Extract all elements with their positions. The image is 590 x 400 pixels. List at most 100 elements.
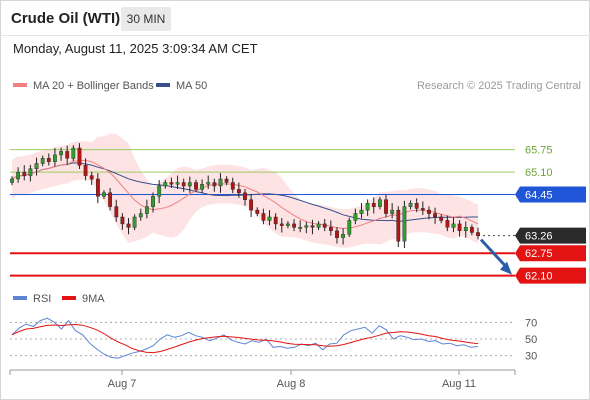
candle-up: [53, 154, 57, 162]
candle-down: [279, 223, 284, 226]
candle-down: [114, 206, 119, 218]
candle-up: [402, 206, 407, 242]
ma20-swatch: [13, 83, 27, 88]
forecast-arrow-head: [500, 261, 512, 275]
candle-up: [286, 223, 290, 226]
candle-down: [476, 232, 480, 236]
candle-down: [310, 225, 315, 228]
level-label-65.75: 65.75: [525, 145, 553, 157]
candle-down: [371, 202, 376, 207]
candle-down: [261, 213, 266, 221]
forecast-arrow-shaft: [479, 238, 508, 268]
candle-up: [71, 147, 76, 159]
level-label-65.10: 65.10: [525, 167, 553, 179]
rsi-tick-70: 70: [525, 317, 537, 329]
candle-down: [292, 223, 296, 228]
candle-down: [384, 199, 388, 214]
candle-down: [322, 223, 327, 228]
level-label-63.26: 63.26: [525, 231, 553, 243]
candle-down: [95, 178, 100, 197]
candle-down: [445, 220, 450, 228]
candle-down: [212, 182, 217, 187]
x-tick-label: Aug 11: [442, 378, 476, 390]
candle-up: [34, 163, 39, 169]
candle-down: [194, 182, 198, 190]
rsi-ma-swatch: [62, 296, 76, 301]
ma20-label: MA 20 + Bollinger Bands: [33, 80, 154, 92]
candle-up: [40, 158, 45, 164]
candle-down: [89, 175, 94, 180]
candle-down: [120, 216, 125, 225]
level-tag-63.26: [515, 227, 586, 244]
candle-down: [273, 216, 278, 225]
candle-down: [414, 202, 419, 209]
level-label-62.75: 62.75: [525, 248, 553, 260]
candle-down: [457, 223, 462, 231]
candle-down: [46, 158, 51, 163]
level-tag-62.75: [515, 245, 586, 262]
candle-down: [255, 209, 260, 214]
candle-up: [316, 223, 321, 228]
candle-down: [236, 189, 241, 194]
rsi-tick-50: 50: [525, 334, 537, 346]
candle-down: [439, 216, 444, 221]
candle-up: [341, 233, 345, 238]
candle-down: [243, 192, 247, 200]
candle-down: [329, 227, 333, 232]
candle-up: [59, 151, 64, 156]
legend-rsi: RSI: [13, 293, 51, 305]
candle-up: [138, 213, 143, 218]
candle-up: [347, 220, 352, 235]
candle-down: [420, 208, 425, 211]
candle-up: [206, 182, 211, 185]
candle-up: [157, 185, 162, 197]
x-tick-label: Aug 7: [108, 378, 137, 390]
candle-up: [451, 223, 456, 228]
candle-up: [151, 196, 155, 207]
candle-up: [463, 227, 468, 232]
candle-up: [378, 199, 382, 207]
candle-down: [335, 230, 339, 238]
level-tag-64.45: [515, 186, 586, 203]
timestamp: Monday, August 11, 2025 3:09:34 AM CET: [13, 41, 258, 56]
ma20-line: [11, 160, 479, 230]
candle-down: [65, 151, 70, 159]
instrument-title: Crude Oil (WTI): [11, 10, 121, 27]
candle-down: [169, 182, 174, 185]
candle-down: [126, 223, 131, 228]
candle-down: [77, 147, 82, 166]
level-label-62.10: 62.10: [525, 271, 553, 283]
legend-ma20: MA 20 + Bollinger Bands: [13, 80, 154, 92]
rsi-ma-label: 9MA: [82, 293, 105, 305]
candle-up: [298, 227, 303, 229]
candle-up: [102, 192, 106, 197]
candle-down: [83, 164, 88, 176]
legend-rsi-ma: 9MA: [62, 293, 105, 305]
candle-up: [390, 209, 395, 214]
rsi-swatch: [13, 296, 27, 301]
candle-up: [365, 202, 370, 211]
ma50-label: MA 50: [176, 80, 208, 92]
candle-up: [187, 182, 192, 187]
rsi-ma-line: [11, 323, 479, 354]
level-tag-62.10: [515, 267, 586, 284]
header-divider: [0, 35, 590, 36]
candle-up: [163, 182, 168, 187]
candle-down: [181, 182, 186, 187]
level-label-64.45: 64.45: [525, 190, 553, 202]
candle-up: [359, 209, 364, 214]
candle-up: [408, 202, 413, 207]
rsi-tick-30: 30: [525, 351, 537, 363]
rsi-label: RSI: [33, 293, 52, 305]
legend-ma50: MA 50: [156, 80, 207, 92]
x-tick-label: Aug 8: [277, 378, 306, 390]
timeframe-badge[interactable]: 30 MIN: [121, 7, 171, 31]
candle-up: [144, 206, 149, 214]
ma50-swatch: [156, 83, 170, 88]
candle-up: [353, 213, 358, 221]
candle-down: [396, 209, 401, 242]
candle-down: [230, 182, 235, 190]
candle-up: [304, 225, 309, 228]
candle-up: [132, 216, 137, 228]
